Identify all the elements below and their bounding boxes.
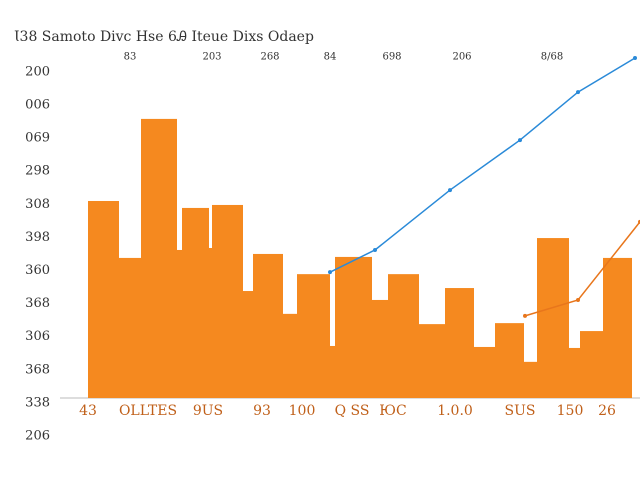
y-tick-label: 069 xyxy=(25,131,50,146)
bar xyxy=(603,257,632,398)
bar xyxy=(209,247,212,398)
x-tick-label: 93 xyxy=(253,403,271,419)
bar xyxy=(182,207,209,398)
line xyxy=(329,57,636,273)
x-tick-label: 26 xyxy=(598,403,616,419)
x2-tick-label: 8/68 xyxy=(541,52,563,63)
bar xyxy=(177,249,182,398)
line-point xyxy=(523,313,527,318)
line-point xyxy=(518,138,522,143)
line-point xyxy=(633,55,637,60)
y-tick-label: 006 xyxy=(25,98,50,113)
line-point xyxy=(576,297,580,302)
x-tick-label: ЮC xyxy=(379,403,406,419)
chart-title: Ɩ38 Samoto Divc Hse 6Ꭿ Iteue Dixs Odaep xyxy=(14,29,314,45)
line-point xyxy=(328,270,332,275)
bar xyxy=(212,204,243,398)
bar xyxy=(569,347,580,398)
bar xyxy=(388,274,419,398)
y-tick-label: 308 xyxy=(25,197,50,212)
x2-tick-label: 203 xyxy=(202,52,221,63)
x-tick-label: SUS xyxy=(505,403,536,419)
x-tick-label: 150 xyxy=(557,403,584,419)
x2-tick-label: 83 xyxy=(124,52,137,63)
x-tick-label: OLLTES xyxy=(119,403,177,419)
x-tick-label: 1.0.0 xyxy=(437,403,473,419)
line-point xyxy=(576,90,580,95)
x2-tick-label: 206 xyxy=(452,52,471,63)
bar xyxy=(445,288,474,398)
y-tick-label: 298 xyxy=(25,164,50,179)
bar xyxy=(335,256,372,398)
bar xyxy=(330,345,335,398)
bar xyxy=(537,238,569,398)
y-tick-label: 360 xyxy=(25,263,50,278)
bar xyxy=(283,313,297,398)
line-point xyxy=(448,188,452,193)
bar xyxy=(297,274,330,398)
y-tick-label: 200 xyxy=(25,64,50,79)
bar xyxy=(580,331,603,398)
bar xyxy=(141,118,177,398)
bar xyxy=(474,346,495,398)
bar xyxy=(243,291,253,398)
bar xyxy=(372,299,388,398)
x2-tick-label: 268 xyxy=(260,52,279,63)
bar xyxy=(253,253,283,398)
y-tick-label: 306 xyxy=(25,329,50,344)
bar xyxy=(88,200,119,398)
x2-tick-label: 698 xyxy=(382,52,401,63)
bar xyxy=(119,257,141,398)
x2-tick-label: 84 xyxy=(324,52,337,63)
x-tick-label: 9US xyxy=(193,403,223,419)
y-tick-label: 206 xyxy=(25,429,50,444)
bar xyxy=(495,323,524,398)
y-tick-label: 368 xyxy=(25,362,50,377)
bar xyxy=(419,324,445,398)
y-tick-label: 368 xyxy=(25,296,50,311)
y-tick-label: 338 xyxy=(25,395,50,410)
x-tick-label: 100 xyxy=(289,403,316,419)
line-point xyxy=(373,247,377,252)
bar xyxy=(524,361,537,398)
x-tick-label: 43 xyxy=(79,403,97,419)
y-tick-label: 398 xyxy=(25,230,50,245)
x-tick-label: Q SS xyxy=(335,403,370,419)
